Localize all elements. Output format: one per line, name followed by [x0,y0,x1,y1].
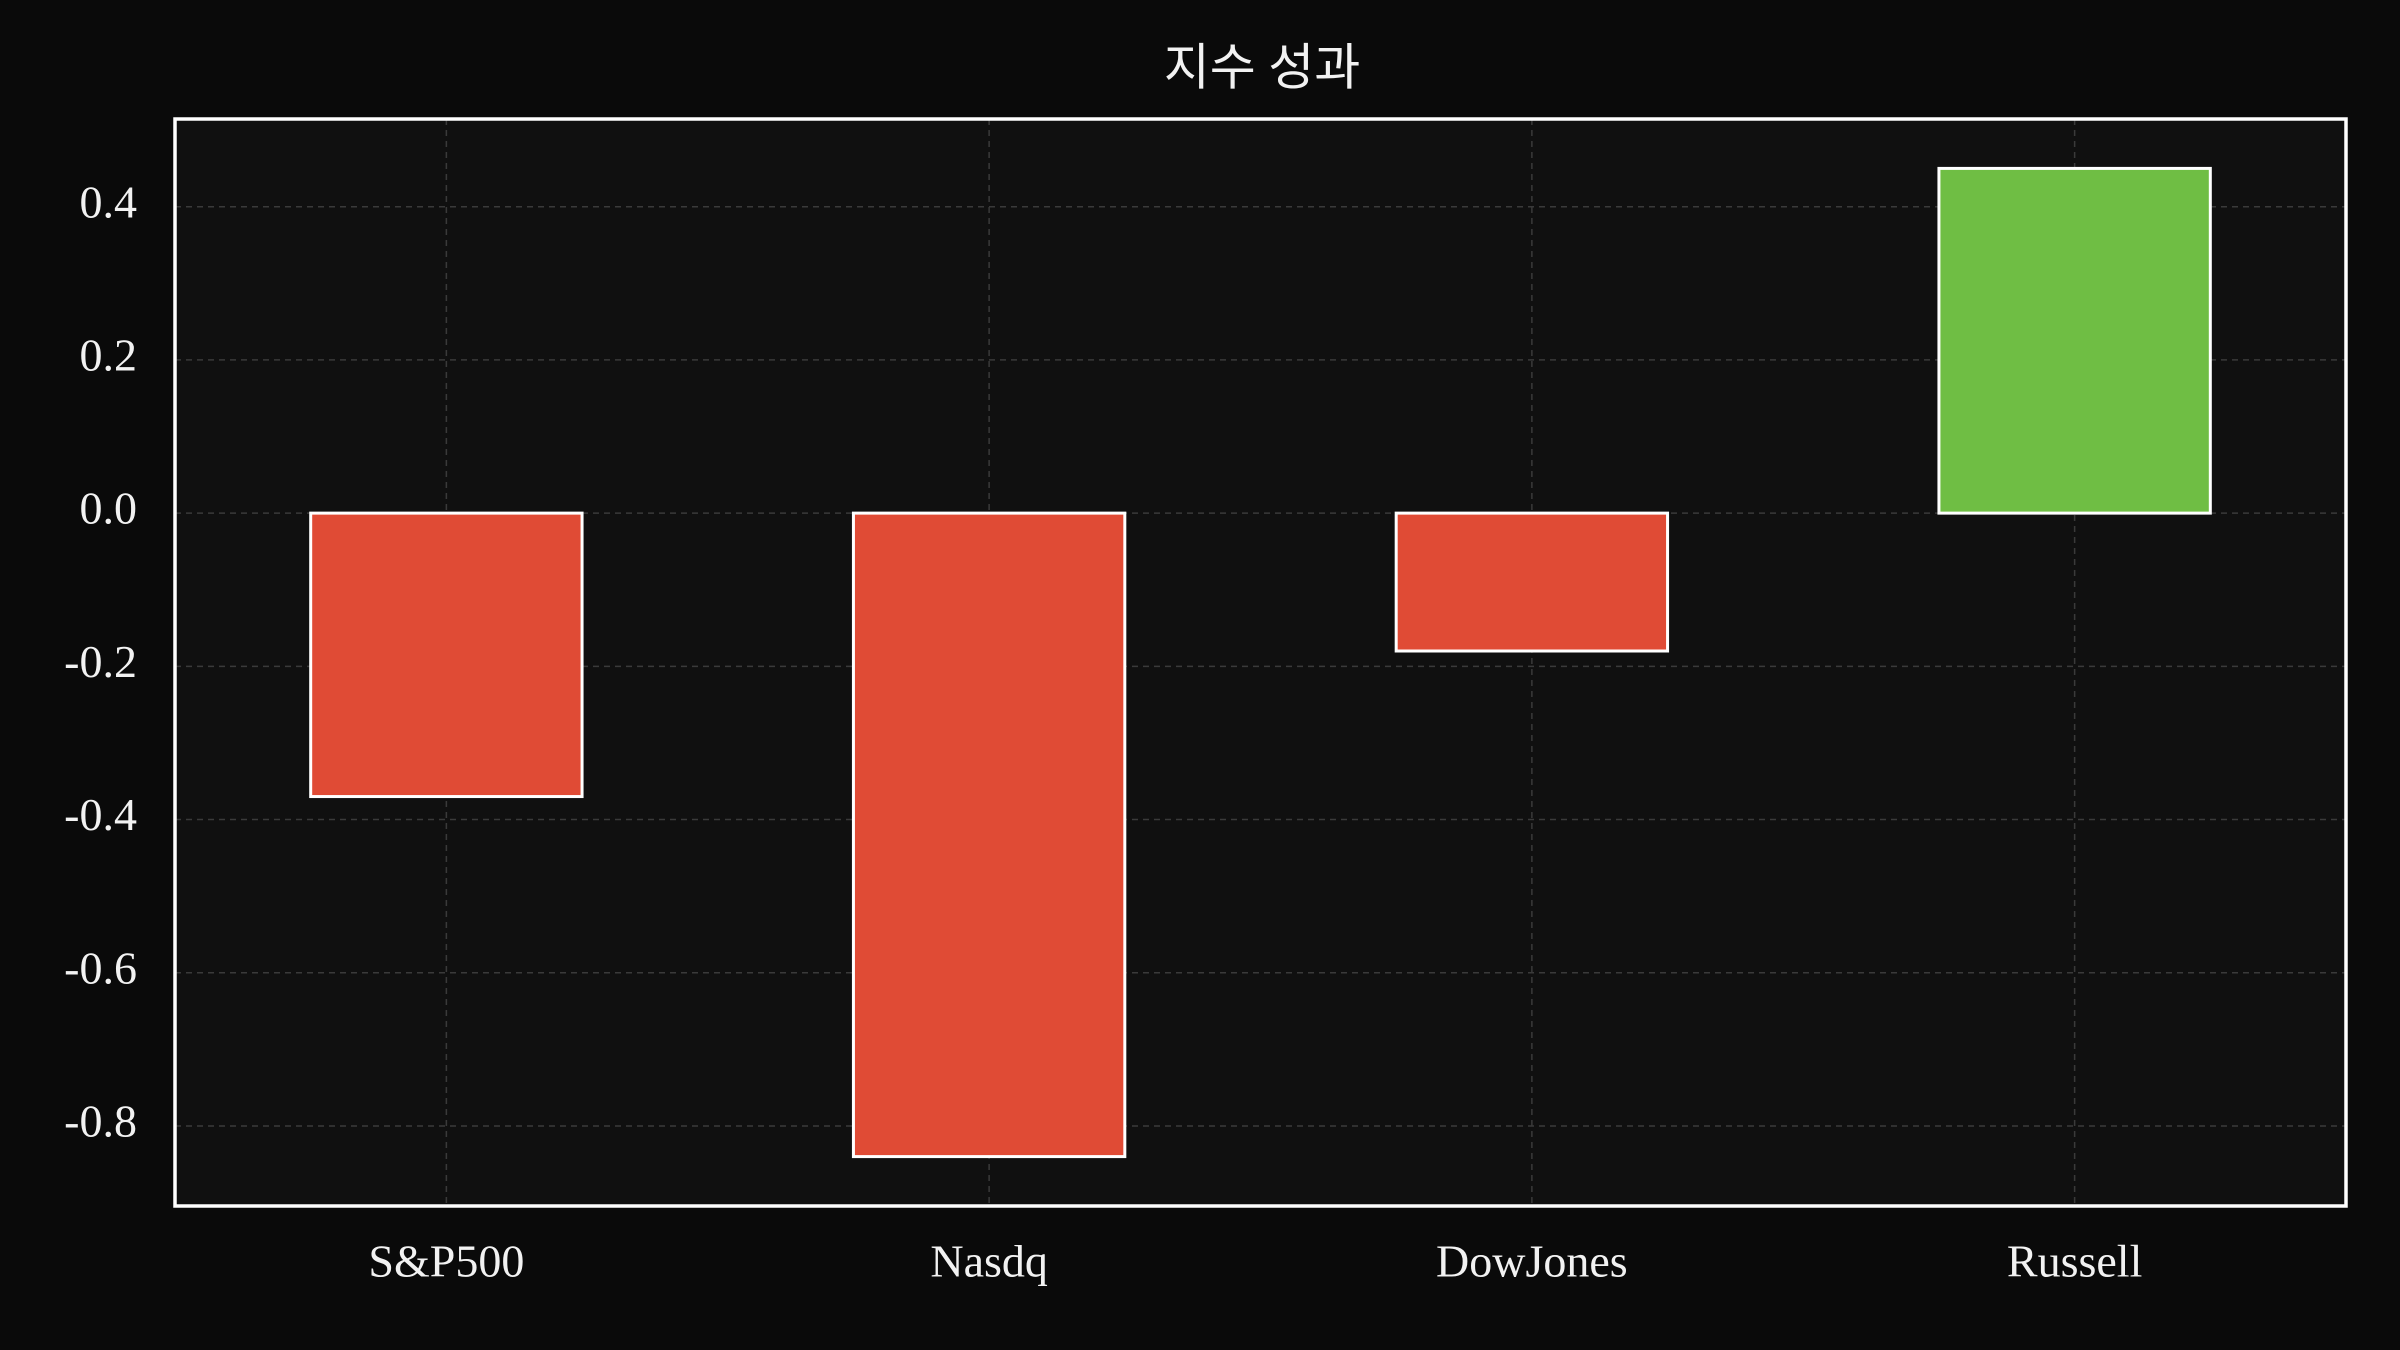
y-tick-label: -0.2 [64,636,137,687]
x-tick-label: DowJones [1436,1236,1628,1287]
y-tick-label: 0.4 [80,176,138,227]
x-tick-label: Nasdq [930,1236,1048,1287]
bar [851,511,1127,1159]
bar [1394,511,1670,653]
x-tick-label: S&P500 [368,1236,524,1287]
chart-title: 지수 성과 [1164,39,1361,95]
bar [309,511,584,799]
y-tick-label: 0.0 [80,483,138,534]
y-tick-label: -0.8 [64,1096,137,1147]
x-tick-label: Russell [2007,1236,2142,1287]
y-tick-label: -0.4 [64,789,137,840]
y-tick-label: 0.2 [80,329,138,380]
bar [1937,166,2212,515]
y-tick-label: -0.6 [64,942,137,993]
plot-frame [173,117,2348,1208]
